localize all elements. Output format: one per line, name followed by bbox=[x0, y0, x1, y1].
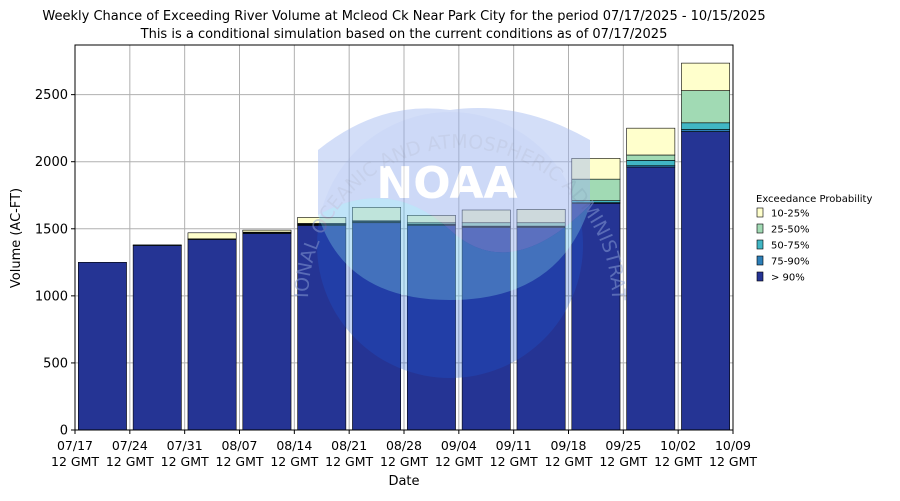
x-tick-label-time: 12 GMT bbox=[654, 454, 702, 469]
legend-swatch bbox=[756, 207, 764, 218]
bar-stack-10-02 bbox=[681, 62, 731, 431]
legend-label: > 90% bbox=[771, 273, 805, 284]
bar-segment-gt90 bbox=[626, 166, 676, 431]
bar-segment-gt90 bbox=[681, 131, 731, 431]
bar-stack-07-17 bbox=[77, 262, 127, 431]
bar-stack-08-14 bbox=[297, 217, 347, 431]
bar-segment-10-25 bbox=[352, 207, 402, 222]
bar-segment-10-25 bbox=[461, 209, 511, 224]
bar-stack-07-31 bbox=[187, 232, 237, 431]
legend: Exceedance Probability 10-25% 25-50% 50-75… bbox=[756, 194, 872, 284]
x-tick-label-time: 12 GMT bbox=[545, 454, 593, 469]
legend-swatch bbox=[756, 271, 764, 282]
x-tick-label-time: 12 GMT bbox=[709, 454, 757, 469]
bar-segment-gt90 bbox=[77, 262, 127, 431]
bar-stacks bbox=[77, 62, 731, 431]
x-tick-label-time: 12 GMT bbox=[106, 454, 154, 469]
chart-subtitle: This is a conditional simulation based o… bbox=[140, 27, 668, 42]
x-tick-label-date: 07/17 bbox=[57, 438, 93, 453]
x-tick-label-time: 12 GMT bbox=[216, 454, 264, 469]
x-tick-label-time: 12 GMT bbox=[161, 454, 209, 469]
bar-segment-gt90 bbox=[242, 233, 292, 431]
x-tick-label-date: 07/31 bbox=[167, 438, 203, 453]
bar-segment-gt90 bbox=[516, 227, 566, 431]
bar-segment-75-90 bbox=[132, 244, 182, 246]
bar-segment-10-25 bbox=[571, 158, 621, 180]
x-tick-label-date: 09/11 bbox=[496, 438, 532, 453]
bar-segment-10-25 bbox=[626, 127, 676, 156]
bar-segment-75-90 bbox=[681, 129, 731, 132]
bar-segment-10-25 bbox=[242, 229, 292, 233]
bar-segment-10-25 bbox=[516, 209, 566, 224]
legend-swatch bbox=[756, 223, 764, 234]
bar-segment-10-25 bbox=[681, 62, 731, 91]
y-tick-label: 1500 bbox=[35, 222, 68, 237]
bar-segment-gt90 bbox=[352, 222, 402, 431]
legend-swatch bbox=[756, 239, 764, 250]
bar-stack-09-18 bbox=[571, 158, 621, 431]
watermark-globe bbox=[317, 112, 583, 378]
bar-stack-07-24 bbox=[132, 244, 182, 431]
legend-label: 25-50% bbox=[771, 225, 810, 236]
x-tick-label-time: 12 GMT bbox=[51, 454, 99, 469]
x-tick-label-date: 09/04 bbox=[441, 438, 477, 453]
x-tick-label-time: 12 GMT bbox=[380, 454, 428, 469]
y-tick-label: 1000 bbox=[35, 289, 68, 304]
legend-label: 50-75% bbox=[771, 241, 810, 252]
y-tick-label: 2500 bbox=[35, 88, 68, 103]
x-tick-label-date: 10/02 bbox=[660, 438, 696, 453]
x-tick-label-time: 12 GMT bbox=[490, 454, 538, 469]
bar-segment-50-75 bbox=[626, 160, 676, 167]
x-tick-label-date: 08/07 bbox=[221, 438, 257, 453]
x-tick-label-date: 09/25 bbox=[605, 438, 641, 453]
bar-segment-gt90 bbox=[297, 225, 347, 431]
x-tick-label-date: 08/28 bbox=[386, 438, 422, 453]
bar-stack-09-04 bbox=[461, 209, 511, 431]
legend-swatch bbox=[756, 255, 764, 266]
bar-segment-gt90 bbox=[571, 202, 621, 431]
grid-lines bbox=[75, 45, 733, 430]
bar-segment-10-25 bbox=[297, 217, 347, 224]
bar-segment-gt90 bbox=[132, 245, 182, 431]
bar-stack-09-11 bbox=[516, 209, 566, 431]
watermark-gull-shape bbox=[318, 108, 590, 253]
bar-stack-08-07 bbox=[242, 229, 292, 431]
bar-segment-50-75 bbox=[681, 122, 731, 130]
y-tick-label: 2000 bbox=[35, 155, 68, 170]
x-tick-label-date: 10/09 bbox=[715, 438, 751, 453]
bar-stack-08-28 bbox=[406, 215, 456, 431]
x-tick-label-time: 12 GMT bbox=[325, 454, 373, 469]
legend-label: 75-90% bbox=[771, 257, 810, 268]
x-tick-label-time: 12 GMT bbox=[270, 454, 318, 469]
y-tick-label: 500 bbox=[43, 356, 68, 371]
x-tick-label-date: 09/18 bbox=[550, 438, 586, 453]
y-tick-label: 0 bbox=[60, 424, 68, 439]
x-axis-label: Date bbox=[388, 474, 419, 489]
legend-title: Exceedance Probability bbox=[756, 194, 872, 205]
bar-segment-25-50 bbox=[681, 90, 731, 124]
bar-segment-10-25 bbox=[406, 215, 456, 224]
y-axis-label: Volume (AC-FT) bbox=[9, 188, 24, 288]
x-tick-label-date: 08/14 bbox=[276, 438, 312, 453]
bar-segment-10-25 bbox=[187, 232, 237, 240]
y-axis: 0 500 1000 1500 2000 2500 bbox=[35, 88, 75, 439]
bar-segment-gt90 bbox=[461, 227, 511, 431]
x-tick-label-date: 08/21 bbox=[331, 438, 367, 453]
x-tick-label-time: 12 GMT bbox=[599, 454, 647, 469]
bar-segment-25-50 bbox=[626, 154, 676, 161]
x-tick-label-date: 07/24 bbox=[112, 438, 148, 453]
bar-segment-gt90 bbox=[187, 239, 237, 431]
watermark-wave-shape bbox=[318, 198, 590, 300]
chart-title: Weekly Chance of Exceeding River Volume … bbox=[42, 9, 765, 24]
x-tick-label-time: 12 GMT bbox=[435, 454, 483, 469]
bar-stack-08-21 bbox=[352, 207, 402, 431]
watermark-noaa-text: NOAA bbox=[376, 158, 517, 209]
legend-label: 10-25% bbox=[771, 209, 810, 220]
bar-segment-gt90 bbox=[406, 225, 456, 431]
bar-stack-09-25 bbox=[626, 127, 676, 431]
